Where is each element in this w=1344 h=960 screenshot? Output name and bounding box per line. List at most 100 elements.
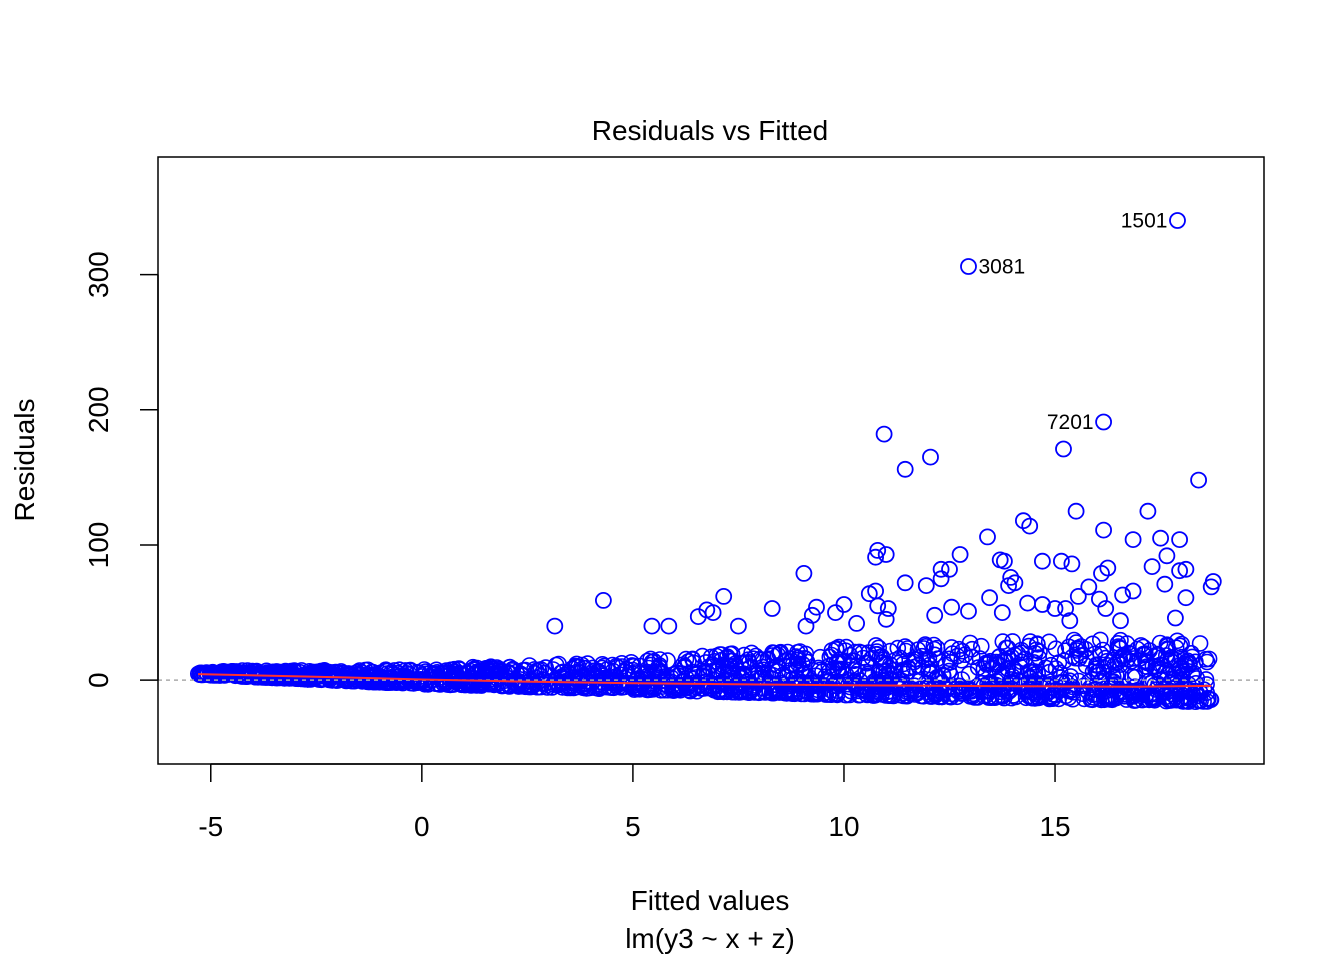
residual-point (1029, 664, 1046, 682)
x-tick-label: 0 (414, 811, 430, 842)
residual-point (764, 644, 781, 661)
outlier-point (763, 600, 781, 617)
residual-point (723, 645, 741, 663)
outlier-point (941, 560, 958, 578)
y-axis-label: Residuals (9, 399, 40, 522)
residual-point (574, 659, 592, 677)
x-tick-label: 10 (828, 811, 859, 842)
residual-point (442, 661, 460, 679)
outlier-point (1177, 589, 1195, 607)
residual-point (474, 675, 492, 692)
labeled-point-7201 (1095, 413, 1112, 431)
points-layer (190, 212, 1222, 711)
residual-point (884, 687, 902, 705)
residual-point (462, 677, 480, 694)
residual-point (820, 686, 837, 703)
residual-point (268, 669, 286, 687)
residual-point (396, 667, 414, 684)
y-tick-label: 100 (83, 522, 114, 569)
residual-point (511, 671, 529, 688)
residual-point (926, 646, 944, 664)
residual-point (347, 671, 365, 688)
residual-point (1064, 683, 1082, 701)
outlier-point (797, 617, 815, 635)
residual-point (1162, 690, 1179, 708)
residual-point (557, 670, 574, 688)
y-tick-label: 0 (83, 672, 114, 688)
outlier-point (795, 565, 813, 582)
residual-point (880, 687, 898, 705)
residual-point (1173, 664, 1190, 682)
residual-point (925, 636, 943, 654)
residual-point (710, 682, 728, 699)
residual-point (858, 683, 875, 700)
outlier-point (1091, 590, 1108, 608)
outlier-point (1034, 596, 1051, 613)
outlier-point (835, 596, 853, 613)
outlier-point (1171, 531, 1188, 548)
residual-point (1095, 659, 1112, 677)
residual-point (922, 665, 940, 682)
outlier-point (1019, 594, 1036, 612)
residual-point (532, 661, 550, 678)
residual-point (954, 642, 971, 660)
residual-point (870, 639, 888, 657)
residual-point (501, 658, 518, 676)
residual-point (379, 672, 397, 690)
residual-point (1177, 653, 1195, 671)
residual-point (874, 654, 892, 672)
residual-point (905, 653, 923, 671)
outlier-point (869, 597, 887, 615)
point-label-1501: 1501 (1121, 210, 1168, 233)
outlier-point (960, 602, 977, 620)
residual-point (1022, 633, 1039, 650)
lines-layer (158, 673, 1264, 688)
outlier-point (869, 542, 887, 559)
residual-point (595, 657, 613, 675)
residual-point (676, 659, 694, 676)
residual-point (700, 658, 718, 676)
residual-point (1011, 658, 1029, 675)
outlier-point (1171, 562, 1188, 580)
residual-point (567, 658, 585, 676)
outlier-point (1158, 547, 1176, 565)
outlier-point (1156, 575, 1174, 593)
residual-point (217, 663, 234, 681)
residual-point (894, 672, 911, 690)
residual-point (1132, 637, 1150, 654)
residual-point (886, 651, 904, 669)
outlier-point (1124, 531, 1142, 548)
residual-point (953, 651, 970, 669)
residual-point (685, 665, 703, 683)
residual-point (697, 673, 714, 691)
residual-point (415, 661, 433, 678)
outlier-point (1097, 600, 1115, 617)
labeled-point-3081 (960, 258, 977, 275)
residual-point (934, 666, 952, 684)
residual-point (941, 650, 958, 668)
outlier-point (1057, 600, 1074, 617)
residual-point (744, 650, 762, 668)
residual-point (806, 675, 824, 692)
labeled-point-1501 (1169, 212, 1186, 229)
outlier-point (827, 604, 844, 621)
outlier-point (981, 589, 998, 607)
outlier-point (1067, 502, 1085, 520)
outlier-point (1053, 552, 1070, 570)
outlier-point (951, 546, 969, 563)
outlier-point (730, 617, 747, 635)
residual-point (702, 648, 720, 666)
residual-point (364, 666, 382, 684)
residual-point (1131, 650, 1149, 667)
residual-point (828, 654, 845, 671)
residual-point (1003, 680, 1020, 698)
outlier-point (704, 604, 722, 621)
outlier-point (993, 604, 1011, 621)
outlier-point (1139, 502, 1157, 520)
residual-point (642, 681, 660, 698)
residual-point (1162, 649, 1180, 666)
residual-point (981, 688, 998, 705)
residual-point (1021, 687, 1038, 705)
residual-point (719, 648, 736, 666)
